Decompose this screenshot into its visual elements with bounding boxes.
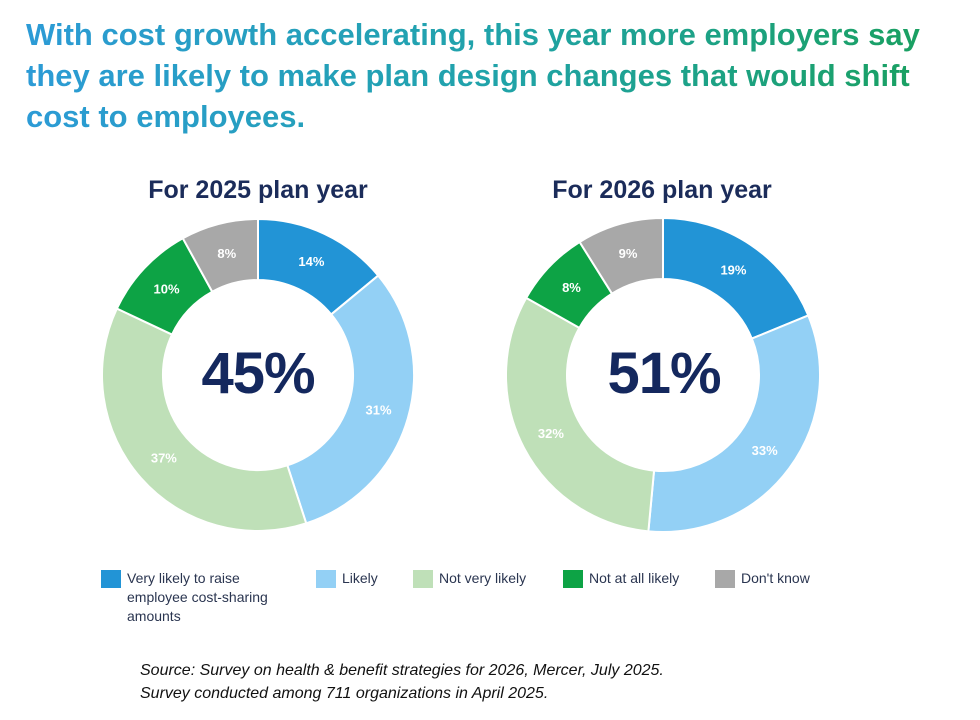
legend-label: Not at all likely — [589, 570, 680, 586]
legend-swatch — [715, 570, 735, 588]
legend: Very likely to raise employee cost-shari… — [0, 569, 980, 629]
slice-label-dont-know: 8% — [217, 246, 236, 261]
slice-label-dont-know: 9% — [619, 246, 638, 261]
legend-label: Very likely to raise employee cost-shari… — [127, 570, 268, 624]
slice-very-likely — [662, 216, 810, 340]
center-value-2026: 51% — [607, 341, 721, 406]
legend-label: Don't know — [741, 570, 810, 586]
legend-item-likely: Likely — [316, 569, 378, 588]
slice-label-not-at-all-likely: 10% — [153, 282, 179, 297]
slice-label-not-very-likely: 32% — [538, 426, 564, 441]
legend-swatch — [563, 570, 583, 588]
slice-not-very-likely — [101, 307, 308, 532]
chart-title-2025: For 2025 plan year — [148, 176, 368, 204]
slice-label-not-very-likely: 37% — [151, 450, 177, 465]
slice-likely — [286, 274, 415, 525]
slice-label-very-likely: 19% — [720, 262, 746, 277]
slice-likely — [647, 314, 821, 533]
legend-label: Not very likely — [439, 570, 527, 586]
donut-chart-2025: 14% 31% 37% 10% 8% — [101, 217, 415, 532]
slice-label-likely: 31% — [366, 403, 392, 418]
legend-item-very-likely: Very likely to raise employee cost-shari… — [101, 569, 291, 626]
legend-label: Likely — [342, 570, 378, 586]
legend-swatch — [413, 570, 433, 588]
legend-item-not-at-all-likely: Not at all likely — [563, 569, 679, 588]
legend-swatch — [101, 570, 121, 588]
slice-label-likely: 33% — [752, 443, 778, 458]
legend-item-not-very-likely: Not very likely — [413, 569, 526, 588]
slice-dont-know — [181, 217, 259, 294]
legend-item-dont-know: Don't know — [715, 569, 810, 588]
slice-label-not-at-all-likely: 8% — [562, 280, 581, 295]
source-line-2: Survey conducted among 711 organizations… — [140, 685, 549, 702]
legend-swatch — [316, 570, 336, 588]
slice-label-very-likely: 14% — [298, 254, 324, 269]
center-value-2025: 45% — [201, 341, 315, 406]
source-note: Source: Survey on health & benefit strat… — [140, 659, 940, 705]
slice-dont-know — [578, 216, 664, 296]
donut-chart-2026: 19% 33% 32% 8% 9% — [505, 216, 821, 533]
chart-title-2026: For 2026 plan year — [552, 176, 772, 204]
source-line-1: Source: Survey on health & benefit strat… — [140, 662, 664, 679]
slice-not-very-likely — [505, 296, 656, 533]
